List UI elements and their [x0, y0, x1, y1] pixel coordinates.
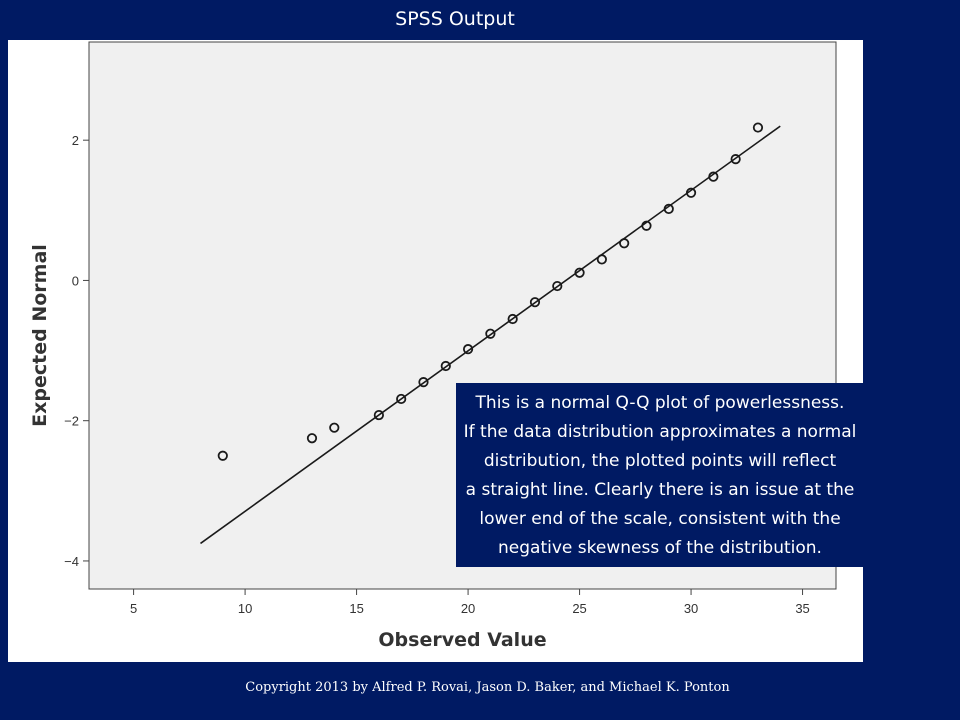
data-point: [685, 187, 697, 198]
y-axis-label: Expected Normal: [29, 244, 51, 427]
data-point: [552, 280, 563, 292]
callout-line: negative skewness of the distribution.: [498, 538, 822, 558]
data-point: [418, 377, 429, 388]
data-point: [596, 254, 607, 265]
normal-qq-plot: 20−2−4 5 10 15 20 25 30 35 Observed Value Expe…: [29, 41, 837, 651]
data-point: [217, 450, 228, 461]
slide-title: SPSS Output: [395, 8, 515, 30]
data-point: [730, 154, 741, 165]
y-tick-label: 0: [72, 273, 79, 288]
callout-line: lower end of the scale, consistent with …: [479, 509, 841, 529]
callout-line: distribution, the plotted points will re…: [483, 451, 837, 471]
callout-line: This is a normal Q-Q plot of powerlessne…: [475, 393, 845, 413]
y-axis: 2 0 −2 −4: [64, 133, 89, 569]
data-point: [619, 238, 630, 249]
data-point: [507, 313, 518, 325]
x-tick-label: 30: [684, 601, 698, 616]
data-points: [217, 122, 764, 461]
data-point: [396, 393, 407, 405]
callout-line: If the data distribution approximates a …: [463, 422, 857, 442]
y-tick-label: 2: [72, 133, 79, 148]
callout-line: a straight line. Clearly there is an iss…: [465, 480, 855, 500]
copyright-notice: Copyright 2013 by Alfred P. Rovai, Jason…: [245, 680, 730, 695]
data-point: [306, 433, 318, 444]
data-point: [641, 220, 652, 231]
x-tick-label: 10: [238, 601, 252, 616]
data-point: [574, 267, 585, 278]
data-point: [529, 297, 541, 308]
y-tick-label: −4: [64, 554, 79, 569]
x-tick-label: 5: [130, 601, 137, 616]
data-point: [373, 409, 384, 421]
data-point: [440, 360, 451, 372]
x-tick-label: 15: [349, 601, 363, 616]
data-point: [708, 171, 719, 182]
chart-panel: 2 0 −2 −4 5 10 15 20 25 30 35 Observed Value Expe…: [8, 40, 863, 662]
x-tick-label: 25: [572, 601, 586, 616]
reference-line: [200, 125, 781, 545]
data-point: [329, 422, 340, 433]
data-point: [485, 328, 496, 339]
explanation-callout: This is a normal Q-Q plot of powerlessne…: [456, 383, 864, 567]
x-axis: 5 10 15 20 25 30 35: [130, 589, 810, 616]
y-tick-label: −2: [64, 414, 79, 429]
data-point: [752, 122, 764, 133]
x-tick-label: 20: [461, 601, 475, 616]
data-point: [663, 203, 674, 215]
data-point: [462, 344, 474, 355]
x-axis-label: Observed Value: [378, 629, 546, 651]
x-tick-label: 35: [795, 601, 809, 616]
